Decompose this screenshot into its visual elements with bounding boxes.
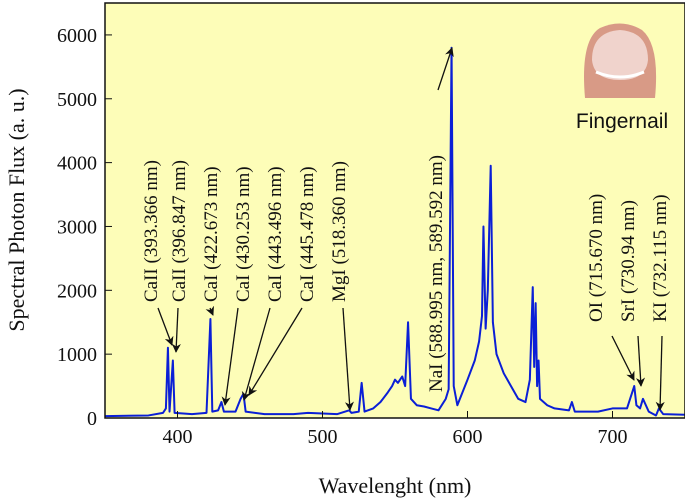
inset-label: Fingernail bbox=[576, 110, 668, 133]
y-tick-label: 2000 bbox=[57, 280, 97, 302]
annotation: CaI (430.253 nm) bbox=[233, 166, 254, 302]
annotation-arrow bbox=[248, 307, 303, 396]
annotation-arrow bbox=[221, 307, 239, 406]
y-axis-label: Spectral Photon Flux (a. u.) bbox=[4, 88, 29, 331]
annotation: CaI (445.478 nm) bbox=[297, 166, 318, 302]
y-tick-label: 3000 bbox=[57, 216, 97, 238]
annotation: CaI (443.496 nm) bbox=[265, 166, 286, 302]
y-tick-label: 6000 bbox=[57, 25, 97, 47]
annotation-arrow bbox=[157, 307, 174, 346]
annotation-arrow bbox=[655, 335, 665, 411]
y-tick-label: 4000 bbox=[57, 153, 97, 175]
annotation: CaII (396.847 nm) bbox=[169, 160, 190, 302]
plot-frame bbox=[104, 2, 685, 419]
spectrum-line bbox=[104, 46, 685, 418]
annotation-arrow bbox=[342, 307, 354, 411]
annotation: CaII (393.366 nm) bbox=[141, 160, 162, 302]
y-tick-label: 1000 bbox=[57, 344, 97, 366]
x-tick-label: 500 bbox=[308, 426, 338, 448]
annotation-arrow bbox=[205, 305, 214, 316]
annotation-arrow bbox=[171, 307, 181, 353]
x-tick-label: 600 bbox=[453, 426, 483, 448]
annotation: CaI (422.673 nm) bbox=[201, 166, 222, 302]
annotation-arrow bbox=[635, 335, 646, 387]
annotation-arrow bbox=[611, 335, 635, 381]
annotation: KI (732.115 nm) bbox=[650, 194, 671, 322]
annotation: NaI (588.995 nm, 589.592 nm) bbox=[426, 155, 447, 392]
annotation-arrow bbox=[241, 307, 271, 401]
annotation: SrI (730.94 nm) bbox=[618, 200, 639, 322]
x-tick-label: 400 bbox=[163, 426, 193, 448]
x-axis-label: Wavelenght (nm) bbox=[319, 473, 472, 498]
inset-image bbox=[584, 23, 657, 99]
y-tick-label: 5000 bbox=[57, 89, 97, 111]
y-tick-label: 0 bbox=[87, 408, 97, 430]
annotation: OI (715.670 nm) bbox=[586, 194, 607, 322]
annotation: MgI (518.360 nm) bbox=[329, 161, 350, 302]
x-tick-label: 700 bbox=[598, 426, 628, 448]
annotation-arrow bbox=[437, 47, 454, 91]
